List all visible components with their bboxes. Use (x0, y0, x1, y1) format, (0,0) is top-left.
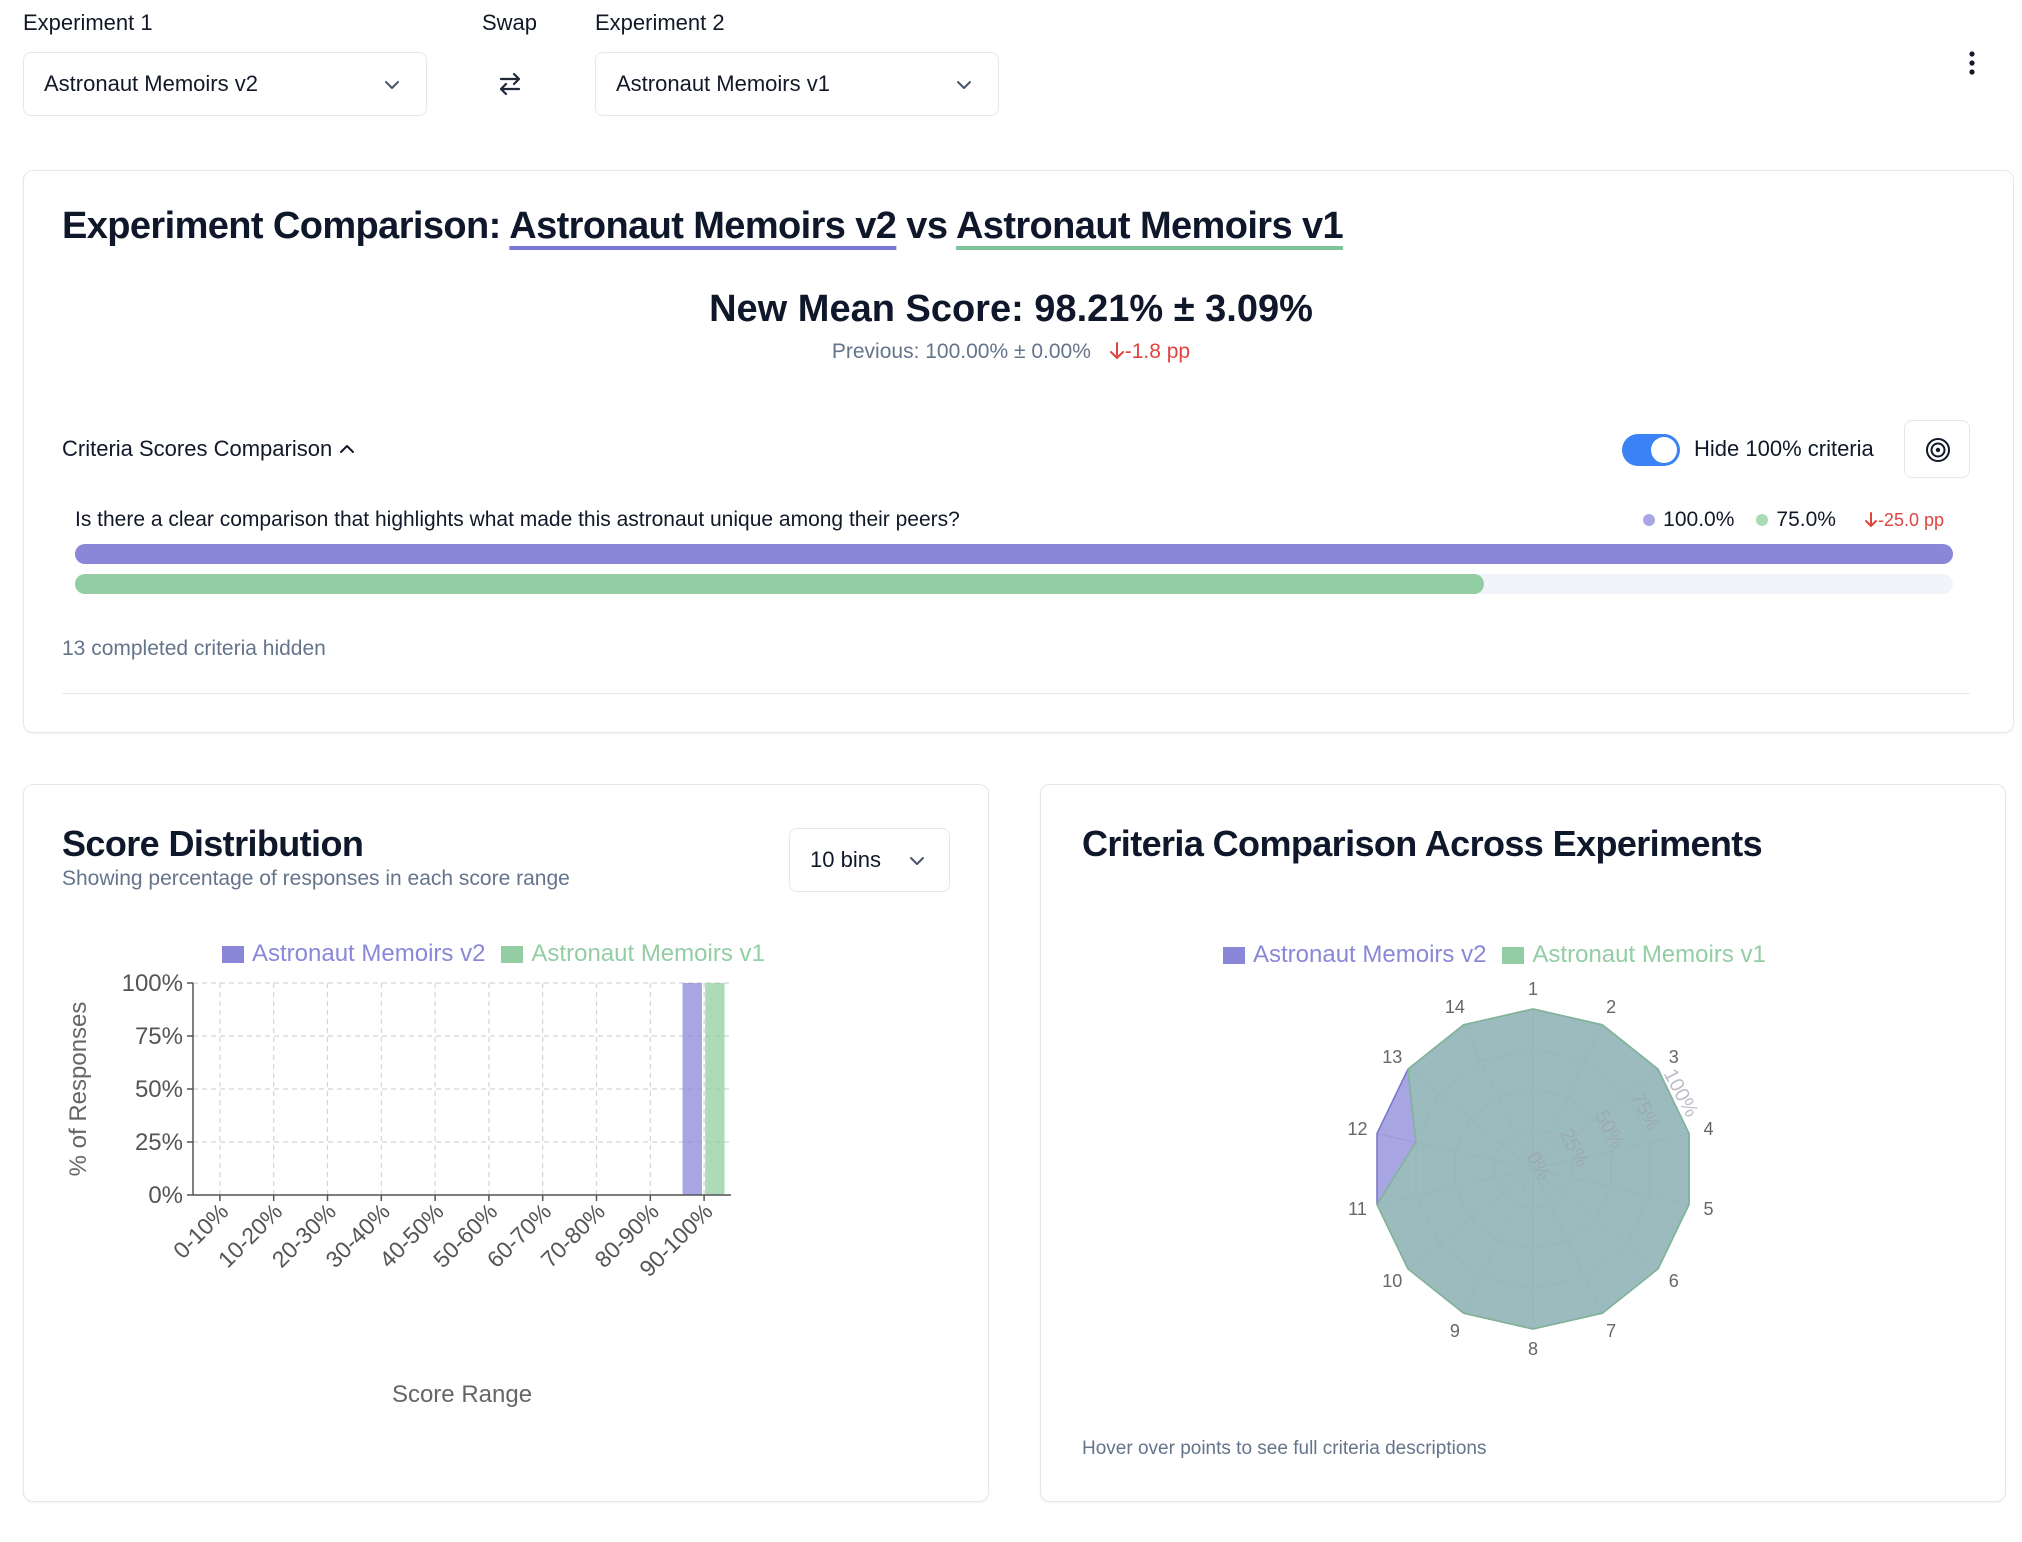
divider (62, 693, 1970, 694)
score-histogram: 0%25%50%75%100%0-10%10-20%20-30%30-40%40… (65, 970, 731, 1408)
previous-delta: -1.8 pp (1109, 340, 1190, 363)
radar-view-button[interactable] (1904, 420, 1970, 478)
swap-icon[interactable] (496, 70, 524, 98)
legend-label: Astronaut Memoirs v2 (1253, 941, 1487, 968)
target-icon (1926, 438, 1950, 462)
chevron-up-icon (340, 445, 355, 453)
histogram-legend: Astronaut Memoirs v2 Astronaut Memoirs v… (222, 940, 781, 968)
legend-label: Astronaut Memoirs v1 (1532, 941, 1766, 968)
previous-delta-value: -1.8 pp (1124, 340, 1191, 363)
radar-axis-label: 6 (1669, 1271, 1679, 1291)
swap-label: Swap (482, 10, 538, 35)
experiment-2-value: Astronaut Memoirs v1 (616, 71, 830, 96)
y-tick-label: 50% (135, 1076, 183, 1103)
legend-label: Astronaut Memoirs v1 (531, 940, 765, 967)
y-tick-label: 0% (148, 1182, 183, 1209)
radar-axis-label: 14 (1445, 997, 1465, 1017)
legend-item-exp2[interactable]: Astronaut Memoirs v1 (501, 940, 765, 968)
radar-axis-label: 10 (1382, 1271, 1402, 1291)
radar-axis-label: 12 (1347, 1119, 1367, 1139)
criterion-bar-exp1-fill (75, 544, 1953, 564)
radar-axis-label: 11 (1348, 1199, 1367, 1219)
legend-item-exp2[interactable]: Astronaut Memoirs v1 (1502, 941, 1766, 969)
criterion-question: Is there a clear comparison that highlig… (75, 508, 960, 531)
criterion-value-1: 100.0% (1663, 508, 1735, 531)
x-axis-title: Score Range (392, 1381, 532, 1408)
radar-axis-label: 4 (1703, 1119, 1713, 1139)
criterion-bar-exp2-fill (75, 574, 1484, 594)
criterion-bar-exp1 (75, 544, 1953, 564)
radar-axis-label: 8 (1528, 1339, 1538, 1359)
criterion-bar-exp2 (75, 574, 1953, 594)
title-prefix: Experiment Comparison: (62, 205, 501, 247)
radar-axis-label: 5 (1703, 1199, 1713, 1219)
radar-legend: Astronaut Memoirs v2 Astronaut Memoirs v… (1223, 941, 1782, 969)
hide-100-toggle[interactable] (1622, 434, 1680, 466)
mean-score: New Mean Score: 98.21% ± 3.09% (709, 288, 1313, 330)
legend-item-exp1[interactable]: Astronaut Memoirs v2 (1223, 941, 1486, 969)
experiment-2-label: Experiment 2 (595, 10, 725, 35)
hide-100-label: Hide 100% criteria (1694, 436, 1874, 461)
bins-select[interactable]: 10 bins (789, 828, 950, 892)
y-axis-title: % of Responses (65, 1002, 92, 1177)
hidden-criteria-note: 13 completed criteria hidden (62, 637, 326, 660)
criterion-value-2: 75.0% (1776, 508, 1836, 531)
experiment-1-select[interactable]: Astronaut Memoirs v2 (23, 52, 427, 116)
experiment-1-value: Astronaut Memoirs v2 (44, 71, 258, 96)
chevron-down-icon (910, 857, 924, 865)
bins-value: 10 bins (810, 847, 881, 872)
radar-axis-label: 13 (1382, 1047, 1402, 1067)
score-distribution-title: Score Distribution (62, 823, 364, 864)
y-tick-label: 75% (135, 1023, 183, 1050)
radar-axis-label: 9 (1450, 1321, 1460, 1341)
criterion-delta-value: -25.0 pp (1877, 509, 1944, 530)
score-distribution-card (23, 784, 989, 1502)
histogram-bar (682, 983, 702, 1195)
radar-series-area (1376, 1008, 1690, 1330)
previous-score: Previous: 100.00% ± 0.00% -1.8 pp (0, 340, 2022, 364)
criterion-values: 100.0% 75.0% -25.0 pp (1643, 508, 1944, 532)
experiment-1-label: Experiment 1 (23, 10, 153, 35)
legend-swatch (222, 945, 244, 963)
experiment-2-select[interactable]: Astronaut Memoirs v1 (595, 52, 999, 116)
y-tick-label: 25% (135, 1129, 183, 1156)
radar-axis-label: 1 (1528, 979, 1538, 999)
chevron-down-icon (957, 81, 971, 89)
title-experiment-1-link[interactable]: Astronaut Memoirs v2 (509, 205, 897, 247)
y-tick-label: 100% (122, 970, 183, 997)
score-distribution-subtitle: Showing percentage of responses in each … (62, 867, 570, 890)
title-experiment-2-link[interactable]: Astronaut Memoirs v1 (955, 205, 1344, 247)
criterion-delta: -25.0 pp (1864, 510, 1944, 531)
chevron-down-icon (385, 81, 399, 89)
histogram-bar (705, 983, 725, 1195)
toggle-knob (1651, 437, 1677, 463)
previous-score-text: Previous: 100.00% ± 0.00% (831, 340, 1091, 363)
more-options-icon[interactable] (1962, 50, 1982, 76)
legend-label: Astronaut Memoirs v2 (252, 940, 486, 967)
criteria-scores-toggle[interactable]: Criteria Scores Comparison (62, 436, 356, 462)
exp1-dot (1643, 514, 1656, 526)
title-vs: vs (906, 205, 948, 247)
legend-swatch (1502, 946, 1525, 964)
radar-footnote: Hover over points to see full criteria d… (1082, 1438, 1487, 1459)
arrow-down-icon (1109, 342, 1124, 359)
radar-axis-label: 7 (1606, 1321, 1616, 1341)
radar-axis-label: 2 (1606, 997, 1616, 1017)
legend-swatch (501, 945, 524, 963)
arrow-down-icon (1864, 511, 1877, 527)
exp2-dot (1756, 514, 1769, 526)
comparison-title: Experiment Comparison: Astronaut Memoirs… (62, 205, 1344, 248)
comparison-card (23, 170, 2014, 733)
radar-axis-label: 3 (1669, 1047, 1679, 1067)
legend-item-exp1[interactable]: Astronaut Memoirs v2 (222, 940, 485, 968)
radar-title: Criteria Comparison Across Experiments (1082, 823, 1763, 864)
criteria-section-title: Criteria Scores Comparison (62, 436, 333, 461)
legend-swatch (1223, 946, 1245, 964)
